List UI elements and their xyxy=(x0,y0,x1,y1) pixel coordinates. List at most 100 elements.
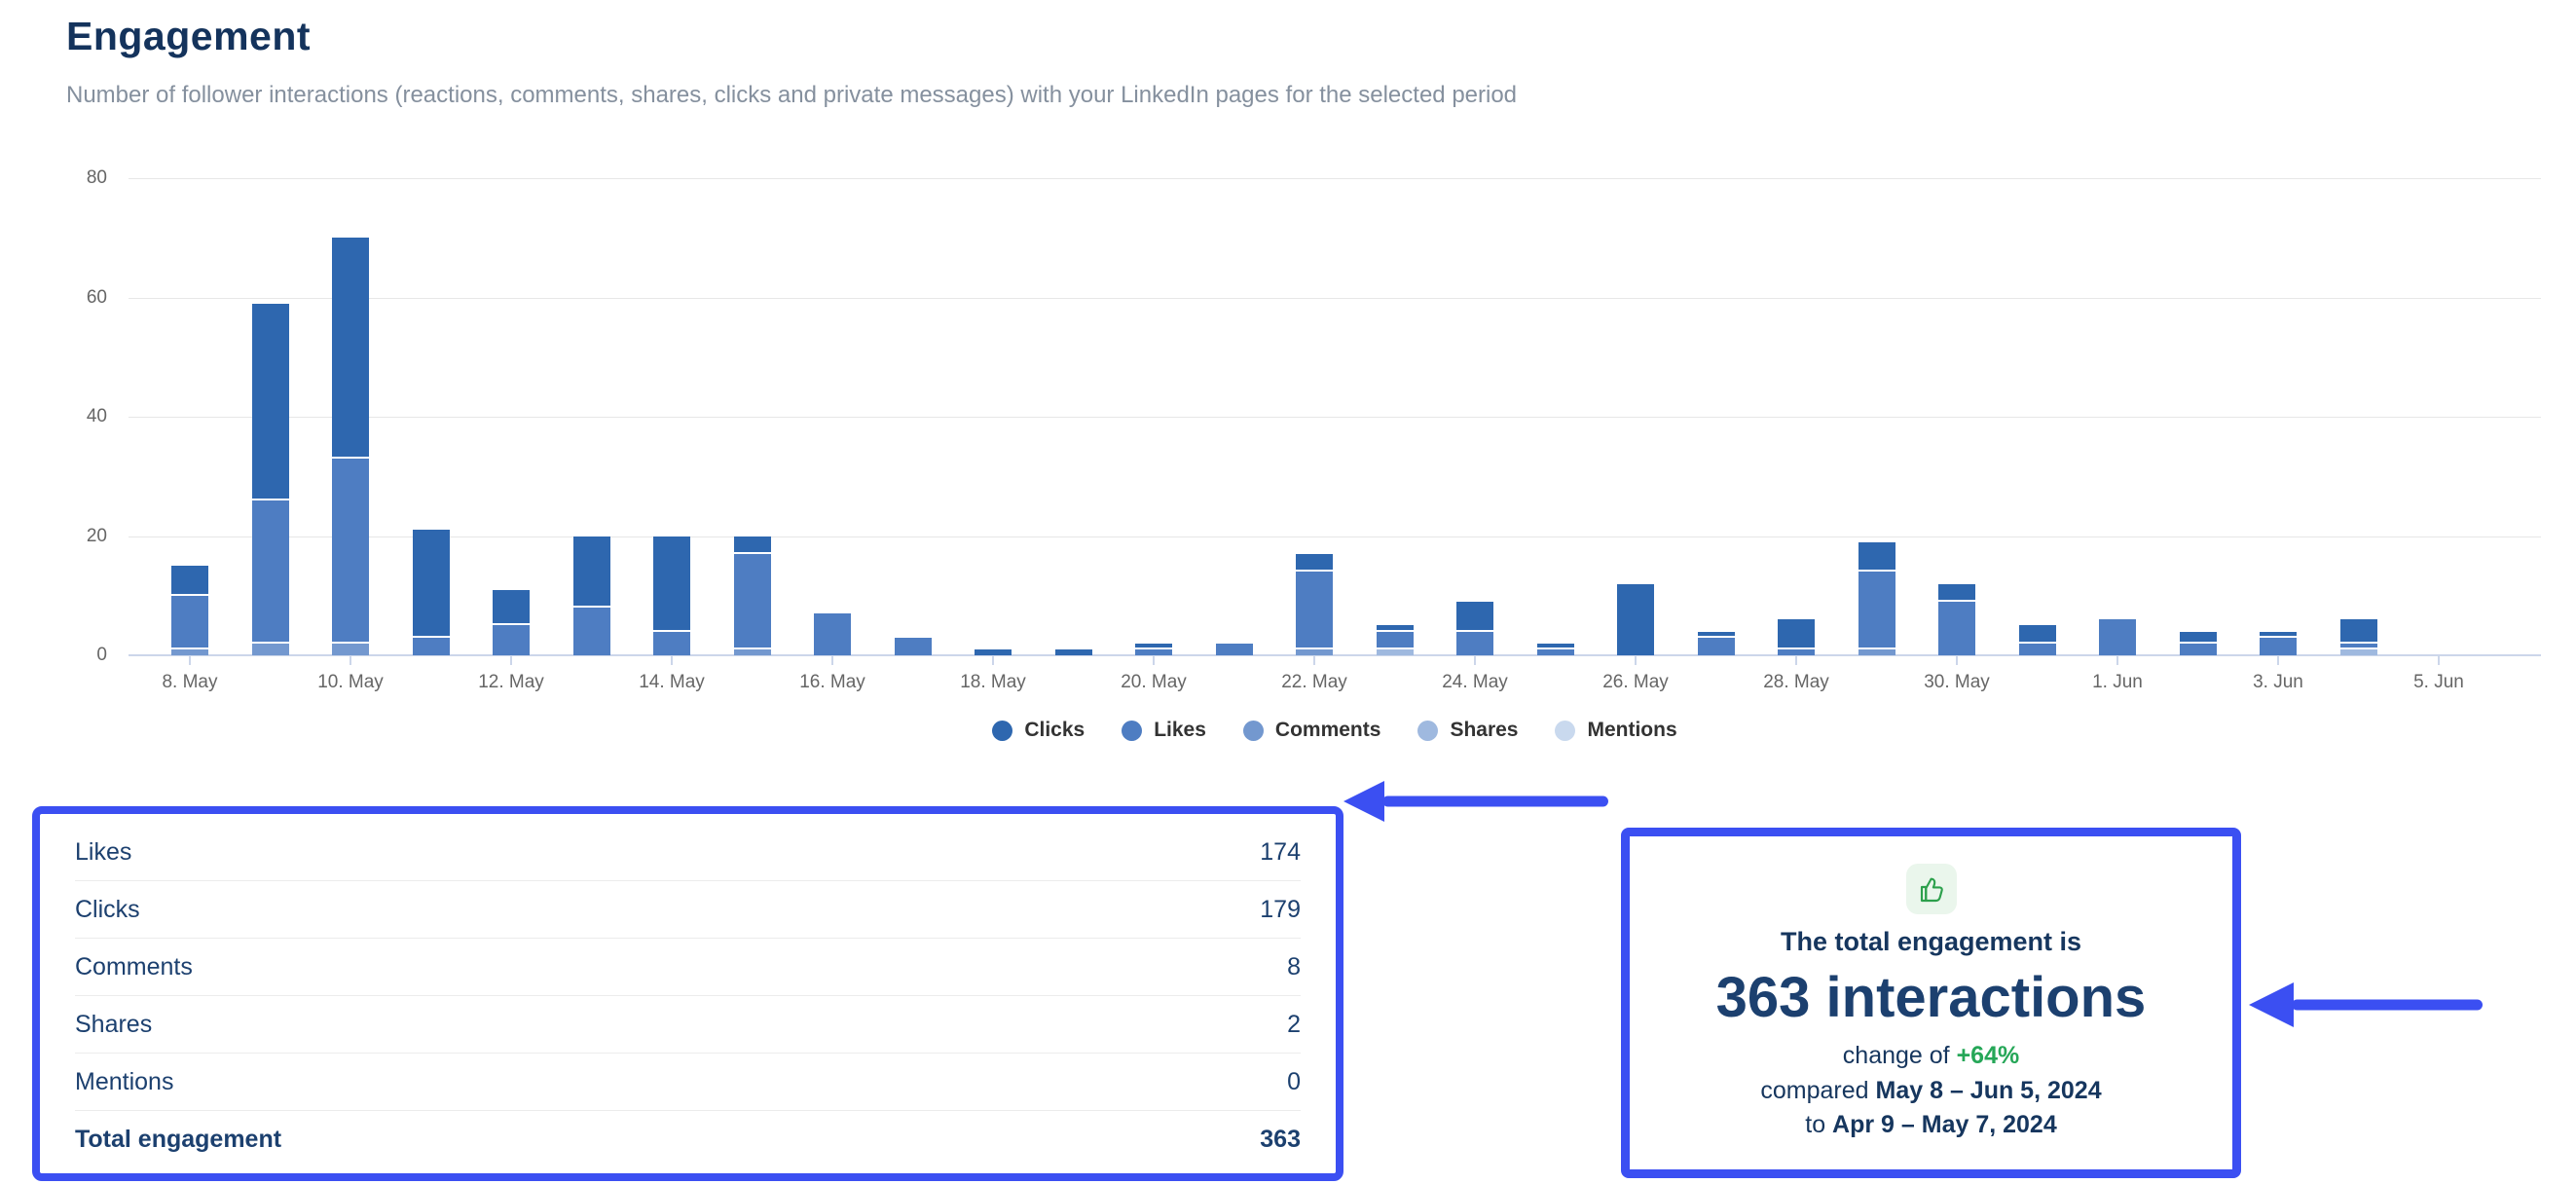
bar-segment-likes[interactable] xyxy=(1376,631,1414,649)
table-row: Mentions 0 xyxy=(75,1054,1301,1111)
compare-to-prefix: to xyxy=(1805,1111,1833,1138)
compare-line-old: to Apr 9 – May 7, 2024 xyxy=(1805,1108,2057,1142)
legend-label: Comments xyxy=(1274,719,1381,741)
legend-item-shares[interactable]: Shares xyxy=(1417,719,1518,742)
y-axis-label: 0 xyxy=(96,645,107,665)
gridline-60 xyxy=(129,297,2541,299)
bar-segment-likes[interactable] xyxy=(1135,648,1172,655)
x-axis-label: 8. May xyxy=(162,672,218,692)
legend-item-comments[interactable]: Comments xyxy=(1242,719,1381,742)
axis-tick xyxy=(1313,656,1315,665)
thumbs-up-icon xyxy=(1905,864,1957,914)
axis-tick xyxy=(189,656,191,665)
bar-segment-clicks[interactable] xyxy=(1456,601,1493,632)
bar-segment-comments[interactable] xyxy=(1858,648,1895,655)
axis-tick xyxy=(2277,656,2279,665)
bar-segment-clicks[interactable] xyxy=(1617,583,1654,655)
x-axis-label: 14. May xyxy=(639,672,705,692)
arrow-left-icon xyxy=(1343,781,1608,822)
total-engagement-caption: The total engagement is xyxy=(1780,927,2082,956)
bar-segment-likes[interactable] xyxy=(171,595,208,649)
bar-segment-comments[interactable] xyxy=(733,648,771,655)
bar-segment-likes[interactable] xyxy=(412,637,450,655)
summary-table-rows: Likes 174 Clicks 179 Comments 8 Shares 2 Mention… xyxy=(40,824,1336,1167)
row-value: 2 xyxy=(1287,1010,1301,1038)
compare-line-new: compared May 8 – Jun 5, 2024 xyxy=(1760,1074,2101,1108)
x-axis-label: 16. May xyxy=(799,672,865,692)
bar-segment-clicks[interactable] xyxy=(171,566,208,596)
bar-segment-clicks[interactable] xyxy=(1376,625,1414,632)
bar-segment-likes[interactable] xyxy=(493,625,530,655)
legend-item-clicks[interactable]: Clicks xyxy=(992,719,1085,742)
bar-segment-clicks[interactable] xyxy=(1296,553,1333,573)
bar-segment-likes[interactable] xyxy=(1456,631,1493,655)
table-row: Comments 8 xyxy=(75,939,1301,996)
bar-segment-clicks[interactable] xyxy=(1697,631,1735,638)
bar-segment-likes[interactable] xyxy=(2018,643,2056,655)
bar-segment-clicks[interactable] xyxy=(2260,631,2297,638)
axis-tick xyxy=(1956,656,1958,665)
legend-item-mentions[interactable]: Mentions xyxy=(1555,719,1677,742)
bar-segment-likes[interactable] xyxy=(2179,643,2217,655)
page-title: Engagement xyxy=(66,14,312,58)
axis-tick xyxy=(1795,656,1797,665)
bar-segment-clicks[interactable] xyxy=(975,648,1012,655)
bar-segment-likes[interactable] xyxy=(894,637,932,655)
table-row: Clicks 179 xyxy=(75,881,1301,939)
x-axis-label: 1. Jun xyxy=(2092,672,2143,692)
bar-segment-clicks[interactable] xyxy=(2018,625,2056,644)
bar-segment-clicks[interactable] xyxy=(1536,643,1574,649)
bar-segment-clicks[interactable] xyxy=(1778,619,1815,649)
bar-segment-clicks[interactable] xyxy=(653,536,690,632)
bar-segment-likes[interactable] xyxy=(653,631,690,655)
axis-tick xyxy=(2116,656,2118,665)
legend-item-likes[interactable]: Likes xyxy=(1122,719,1206,742)
bar-segment-clicks[interactable] xyxy=(572,536,610,608)
bar-segment-likes[interactable] xyxy=(1778,648,1815,655)
x-axis-label: 28. May xyxy=(1763,672,1829,692)
legend-label: Clicks xyxy=(1024,719,1086,741)
compare-range-old: Apr 9 – May 7, 2024 xyxy=(1832,1111,2057,1138)
bar-segment-clicks[interactable] xyxy=(1054,648,1092,655)
bar-segment-likes[interactable] xyxy=(1938,601,1975,655)
x-axis-label: 3. Jun xyxy=(2253,672,2303,692)
y-axis-label: 80 xyxy=(86,167,107,188)
axis-tick xyxy=(1153,656,1155,665)
bar-segment-likes[interactable] xyxy=(1296,572,1333,649)
bar-segment-clicks[interactable] xyxy=(332,238,369,459)
bar-segment-likes[interactable] xyxy=(1215,643,1253,655)
gridline-80 xyxy=(129,178,2541,179)
bar-segment-likes[interactable] xyxy=(251,500,289,644)
bar-segment-clicks[interactable] xyxy=(2179,631,2217,644)
axis-tick xyxy=(1635,656,1637,665)
bar-segment-comments[interactable] xyxy=(332,643,369,655)
bar-segment-clicks[interactable] xyxy=(1938,583,1975,602)
bar-segment-likes[interactable] xyxy=(1536,648,1574,655)
bar-segment-likes[interactable] xyxy=(332,458,369,644)
legend-dot xyxy=(1417,720,1439,741)
bar-segment-likes[interactable] xyxy=(814,613,851,655)
bar-segment-clicks[interactable] xyxy=(251,303,289,500)
bar-segment-clicks[interactable] xyxy=(412,530,450,638)
x-axis-label: 26. May xyxy=(1602,672,1669,692)
bar-segment-comments[interactable] xyxy=(251,643,289,655)
bar-segment-clicks[interactable] xyxy=(1858,541,1895,573)
bar-segment-likes[interactable] xyxy=(733,553,771,649)
bar-segment-comments[interactable] xyxy=(171,648,208,655)
bar-segment-likes[interactable] xyxy=(1697,637,1735,655)
bar-segment-likes[interactable] xyxy=(2339,643,2377,649)
row-value: 8 xyxy=(1287,952,1301,980)
bar-segment-comments[interactable] xyxy=(1296,648,1333,655)
bar-segment-shares[interactable] xyxy=(1376,648,1414,655)
bar-segment-likes[interactable] xyxy=(2099,619,2136,655)
bar-segment-shares[interactable] xyxy=(2339,648,2377,655)
gridline-20 xyxy=(129,536,2541,537)
bar-segment-likes[interactable] xyxy=(2260,637,2297,655)
bar-segment-clicks[interactable] xyxy=(2339,619,2377,644)
bar-segment-clicks[interactable] xyxy=(733,536,771,554)
bar-segment-clicks[interactable] xyxy=(1135,643,1172,649)
bar-segment-likes[interactable] xyxy=(572,608,610,655)
bar-segment-clicks[interactable] xyxy=(493,589,530,626)
bar-segment-likes[interactable] xyxy=(1858,572,1895,649)
change-prefix: change of xyxy=(1842,1042,1957,1069)
